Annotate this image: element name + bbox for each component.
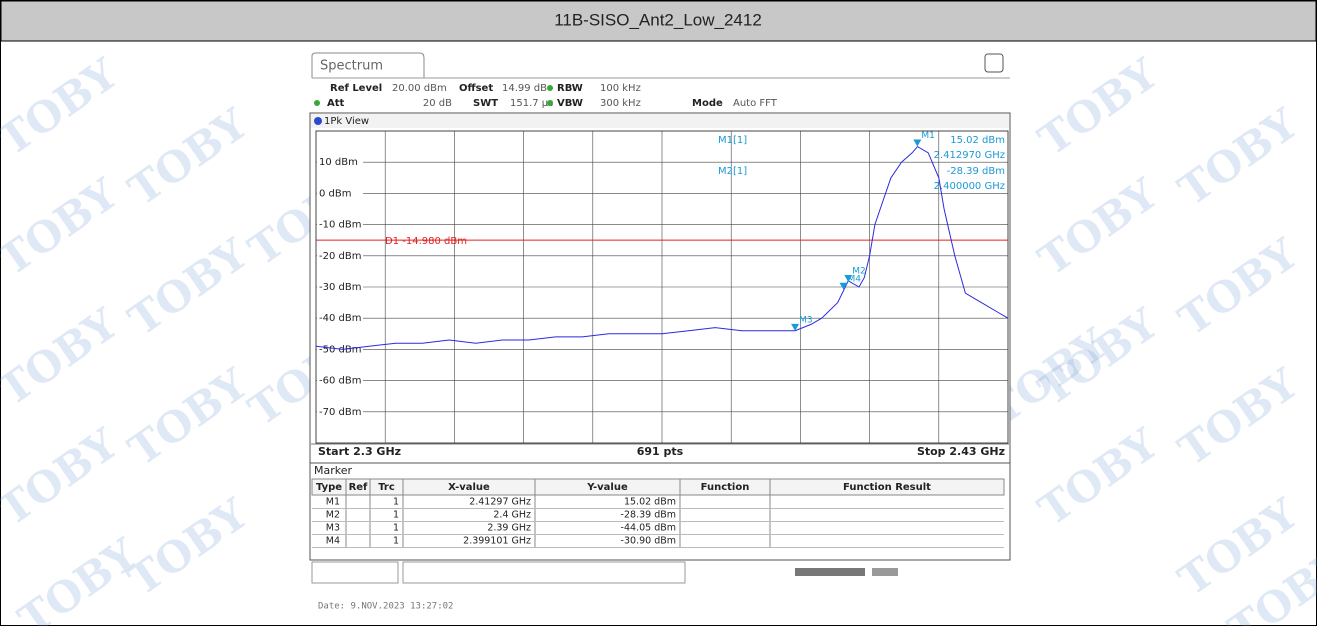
date: Date: 9.NOV.2023 13:27:02 (318, 602, 453, 612)
readout-y: 15.02 dBm (950, 135, 1005, 146)
tab (311, 52, 425, 78)
y-tick-label: -40 dBm (319, 313, 361, 324)
y-tick-label: -20 dBm (319, 251, 361, 262)
table-title: Marker (314, 464, 352, 477)
marker (839, 282, 848, 290)
view-bar (311, 114, 1009, 128)
tick-bg (317, 218, 363, 231)
setting-value: 100 kHz (600, 83, 641, 94)
setting-label: VBW (557, 98, 583, 109)
table-cell: 1 (393, 510, 399, 521)
table-cell: 15.02 dBm (624, 497, 676, 508)
trace (315, 145, 1009, 350)
tick-bg (317, 281, 363, 293)
table-cell: 2.41297 GHz (469, 497, 531, 508)
table-cell: M2 (326, 510, 340, 521)
marker (913, 139, 922, 147)
table-cell: 2.399101 GHz (463, 536, 531, 547)
setting-dot (314, 100, 320, 106)
start-label: Start 2.3 GHz (318, 445, 401, 458)
table-cell: -28.39 dBm (621, 510, 676, 521)
tick-bg (317, 156, 363, 169)
points-label: 691 pts (637, 445, 684, 458)
column-header: Ref (349, 482, 368, 493)
view-dot (314, 117, 322, 125)
column-header: Function (701, 482, 750, 493)
column-header: X-value (448, 482, 490, 493)
table-cell: -30.90 dBm (621, 536, 676, 547)
tick-bg (317, 249, 363, 262)
tab-label: Spectrum (320, 59, 383, 74)
tick-bg (317, 405, 363, 418)
marker-label: M2 (852, 266, 866, 276)
header-bar (0, 0, 1317, 42)
y-tick-label: -50 dBm (319, 344, 361, 355)
setting-label: Att (327, 98, 345, 109)
tick-bg (317, 374, 363, 387)
table-cell: M4 (326, 536, 340, 547)
setting-value: 20.00 dBm (392, 83, 447, 94)
readout-x: 2.400000 GHz (934, 181, 1005, 192)
setting-label: SWT (473, 98, 498, 109)
table-cell: 1 (393, 523, 399, 534)
menu-icon (984, 53, 1004, 73)
y-tick-label: -60 dBm (319, 376, 361, 387)
header-title: 11B-SISO_Ant2_Low_2412 (554, 10, 762, 29)
y-tick-label: -70 dBm (319, 407, 361, 418)
column-header: Function Result (843, 482, 931, 493)
y-tick-label: 0 dBm (319, 188, 352, 199)
readout-label: M2[1] (718, 166, 747, 177)
setting-label: Mode (692, 98, 723, 109)
tick-bg (317, 312, 363, 325)
threshold-label: D1 -14.980 dBm (385, 236, 467, 247)
stop-label: Stop 2.43 GHz (917, 445, 1005, 458)
table-cell: 1 (393, 497, 399, 508)
readout-label: M1[1] (718, 135, 747, 146)
marker-label: M1 (921, 131, 935, 141)
readout-x: 2.412970 GHz (934, 150, 1005, 161)
progress (872, 568, 898, 576)
column-header: Y-value (586, 482, 628, 493)
marker (844, 274, 853, 282)
view-label: 1Pk View (324, 116, 369, 127)
table-cell: 2.39 GHz (487, 523, 531, 534)
column-header: Type (316, 482, 342, 493)
setting-value: 20 dB (423, 98, 452, 109)
setting-value: Auto FFT (733, 98, 778, 109)
status-box (402, 561, 686, 584)
marker-label: M4 (848, 274, 862, 284)
status-box (311, 561, 399, 584)
setting-label: RBW (557, 83, 583, 94)
setting-dot (547, 100, 553, 106)
progress (795, 568, 865, 576)
setting-value: 300 kHz (600, 98, 641, 109)
setting-label: Offset (459, 83, 493, 94)
marker (791, 323, 800, 331)
setting-value: 151.7 µs (510, 98, 553, 109)
table-cell: -44.05 dBm (621, 523, 676, 534)
setting-dot (547, 85, 553, 91)
table-cell: 2.4 GHz (493, 510, 531, 521)
y-tick-label: 10 dBm (319, 157, 358, 168)
table-cell: M1 (326, 497, 340, 508)
y-tick-label: -10 dBm (319, 220, 361, 231)
marker-label: M3 (799, 315, 813, 325)
setting-label: Ref Level (330, 83, 382, 94)
setting-value: 14.99 dB (502, 83, 547, 94)
table-cell: M3 (326, 523, 340, 534)
column-header: Trc (378, 482, 395, 493)
tick-bg (317, 187, 363, 200)
table-header (311, 478, 1005, 496)
readout-y: -28.39 dBm (947, 166, 1005, 177)
table-cell: 1 (393, 536, 399, 547)
y-tick-label: -30 dBm (319, 282, 361, 293)
